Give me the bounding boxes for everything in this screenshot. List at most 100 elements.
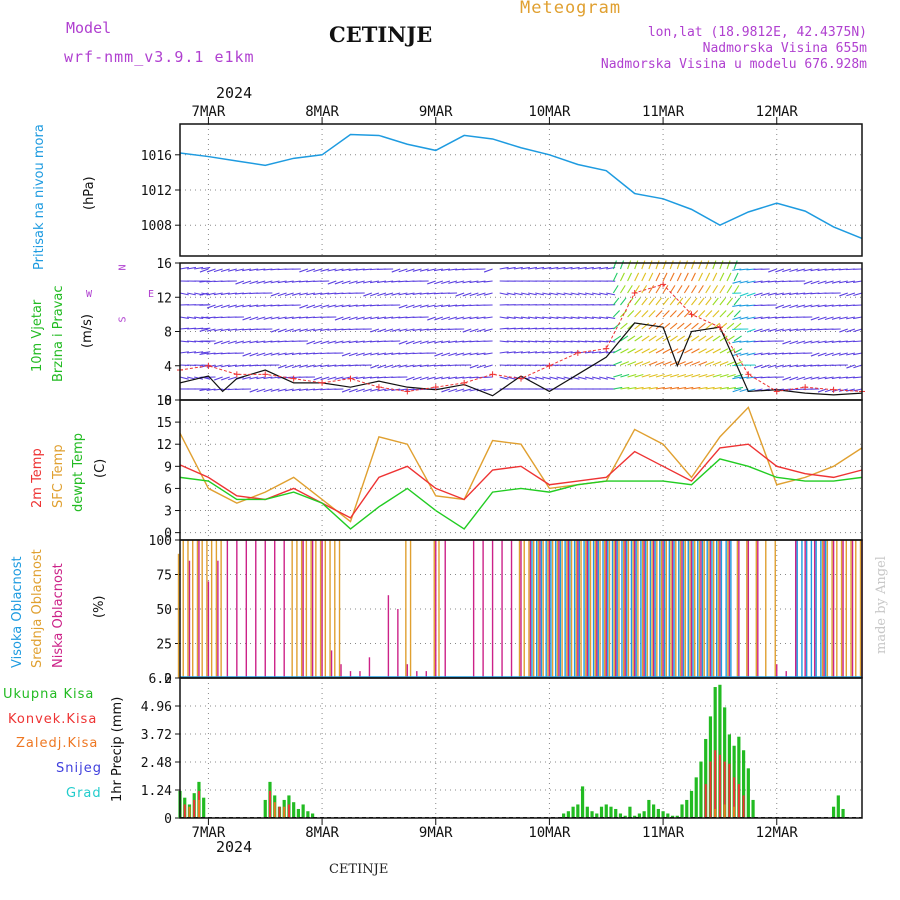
wind-barb <box>641 373 651 378</box>
wind-barb <box>213 340 223 345</box>
cloud-ytick-label: 50 <box>156 603 172 618</box>
wind-barb <box>542 376 552 380</box>
wind-barb <box>803 364 813 367</box>
wind-barb <box>305 352 316 355</box>
cloud-ytick-label: 0 <box>164 672 172 687</box>
wind-barb <box>853 388 863 392</box>
wind-barb <box>669 260 674 270</box>
conv-rain-bar <box>704 784 707 818</box>
wind-barb <box>499 340 509 343</box>
wind-barb <box>648 272 654 282</box>
wind-barb <box>249 304 259 308</box>
wind-barb <box>270 280 280 284</box>
wind-barb <box>691 285 697 294</box>
wind-barb <box>662 361 672 366</box>
wind-barb <box>249 316 259 321</box>
wind-barb <box>570 292 580 296</box>
wind-barb <box>206 304 216 309</box>
wind-barb <box>584 316 594 319</box>
wind-barb <box>612 310 621 318</box>
wind-barb <box>831 268 841 271</box>
wind-barb <box>606 316 616 319</box>
wind-barb <box>705 272 711 282</box>
wind-barb <box>462 316 472 320</box>
wind-barb <box>599 327 609 330</box>
wind-barb <box>327 328 337 331</box>
wind-barb <box>782 304 792 309</box>
wind-barb <box>627 285 633 294</box>
wind-barb <box>499 316 509 319</box>
wind-barb <box>549 266 559 270</box>
wind-barb <box>726 373 736 378</box>
wind-barb <box>499 351 509 354</box>
total-rain-bar <box>633 815 637 818</box>
wind-barb <box>270 388 280 392</box>
lonlat-info: lon,lat (18.9812E, 42.4375N) <box>647 25 867 40</box>
total-rain-bar <box>647 799 651 818</box>
wind-barb <box>739 304 749 307</box>
total-rain-bar <box>585 806 589 818</box>
wind-barb <box>306 340 316 345</box>
wind-barb <box>669 285 676 294</box>
wind-barb <box>845 280 856 284</box>
wind-barb <box>655 373 665 378</box>
wind-barb <box>298 292 308 296</box>
wind-barb <box>620 297 627 306</box>
wind-barb <box>476 316 486 320</box>
wind-barb <box>606 376 616 380</box>
wind-barb <box>199 268 209 273</box>
wind-barb <box>739 280 749 284</box>
wind-barb <box>277 352 287 356</box>
elevation-info: Nadmorska Visina 655m <box>702 41 867 56</box>
wind-barb <box>853 280 863 283</box>
total-rain-bar <box>656 808 660 818</box>
wind-barb <box>201 351 211 354</box>
wind-barb <box>469 280 479 284</box>
wind-barb <box>824 280 834 284</box>
wind-barb <box>719 260 724 270</box>
frozen-rain-bar <box>188 806 191 818</box>
wind-barb <box>796 340 806 345</box>
wind-barb <box>853 292 863 297</box>
wind-barb <box>384 328 394 333</box>
wind-barb <box>313 364 323 368</box>
wind-barb <box>853 328 863 333</box>
wind-barb <box>242 268 252 272</box>
total-rain-bar <box>292 802 296 818</box>
wind-barb <box>634 285 640 294</box>
wind-barb <box>313 388 323 391</box>
total-rain-bar <box>637 813 642 818</box>
wind-barb <box>341 280 351 285</box>
wind-barb <box>291 328 301 333</box>
wind-barb <box>398 364 408 368</box>
wind-barb <box>691 373 701 378</box>
wind-barb <box>549 340 559 343</box>
wind-barb <box>698 335 707 342</box>
wind-barb <box>179 340 190 343</box>
total-rain-bar <box>595 813 599 818</box>
conv-rain-bar <box>278 806 281 818</box>
wind-barb <box>277 328 287 333</box>
wind-barb <box>419 340 429 345</box>
wind-barb <box>499 292 509 296</box>
wind-barb <box>313 340 323 345</box>
wind-barb <box>187 316 197 319</box>
wind-barb <box>398 340 408 345</box>
wind-barb <box>683 285 690 294</box>
wind-barb <box>648 348 658 354</box>
wind-barb <box>306 364 316 368</box>
wind-barb <box>433 376 443 380</box>
wind-barb <box>412 328 422 332</box>
wind-barb <box>627 348 636 354</box>
wind-barb <box>577 316 587 319</box>
conv-rain-bar <box>709 761 712 818</box>
total-rain-bar <box>831 806 836 818</box>
wind-barb <box>655 348 665 354</box>
wind-barb <box>398 352 408 355</box>
wind-barb <box>662 373 672 378</box>
wind-barb <box>591 351 602 354</box>
wind-barb <box>194 327 204 330</box>
wind-barb <box>341 340 351 344</box>
wind-barb <box>220 292 230 296</box>
conv-rain-bar <box>193 799 196 818</box>
